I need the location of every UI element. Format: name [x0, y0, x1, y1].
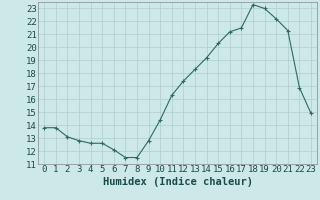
- X-axis label: Humidex (Indice chaleur): Humidex (Indice chaleur): [103, 177, 252, 187]
